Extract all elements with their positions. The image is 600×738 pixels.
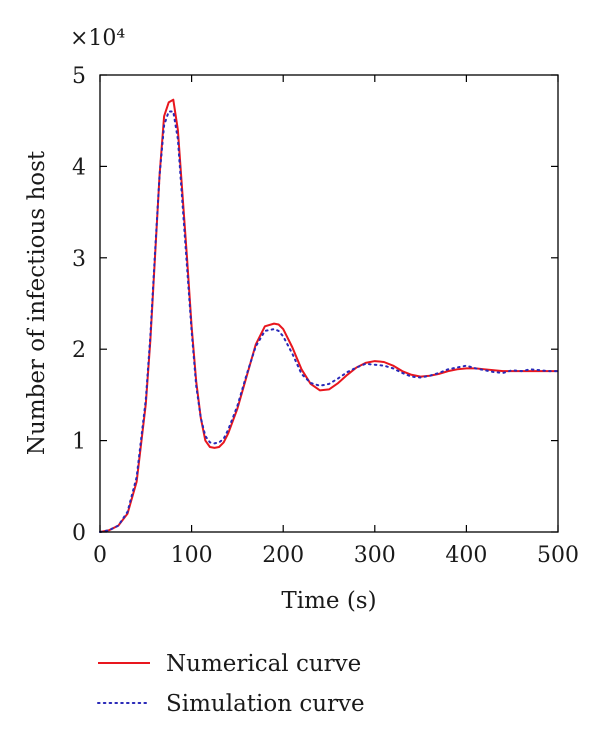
x-tick-label: 100 [171,543,213,568]
y-tick-label: 4 [72,155,86,180]
y-tick-label: 0 [72,521,86,546]
x-tick-label: 500 [537,543,579,568]
y-axis-label: Number of infectious host [24,150,50,455]
x-tick-label: 200 [262,543,304,568]
x-tick-label: 300 [354,543,396,568]
y-tick-label: 2 [72,338,86,363]
plot-frame [99,74,559,533]
y-tick-label: 3 [72,247,86,272]
x-tick-label: 0 [93,543,107,568]
ticks-layer: 0 100 200 300 400 500 0 1 2 3 4 5 [72,64,579,568]
x-axis-label: Time (s) [281,588,376,614]
legend: Numerical curve Simulation curve [97,651,365,717]
series-line-simulation [99,110,559,533]
y-tick-label: 1 [72,430,86,455]
y-multiplier-label: ×10⁴ [70,26,125,51]
y-tick-label: 5 [72,64,86,89]
series-layer [99,98,559,533]
series-line-numerical [99,98,558,533]
legend-label-numerical: Numerical curve [166,651,361,677]
legend-label-simulation: Simulation curve [166,691,365,717]
x-tick-label: 400 [445,543,487,568]
